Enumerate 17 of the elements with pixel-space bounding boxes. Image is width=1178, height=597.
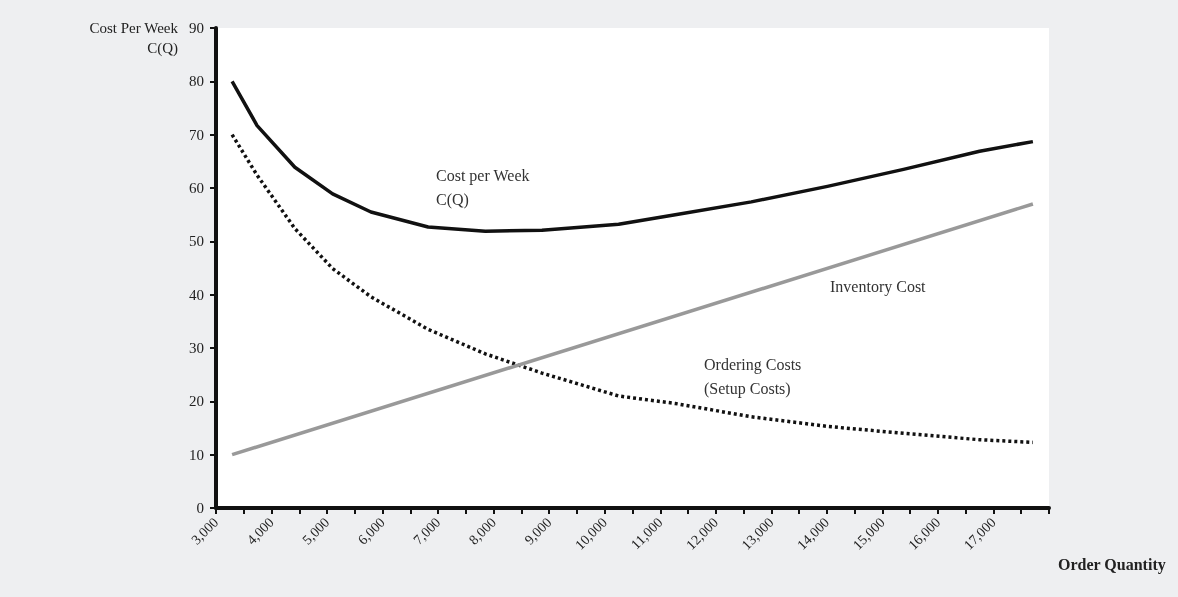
annotation: Inventory Cost [830,277,927,296]
line-series [230,79,1035,233]
x-axis-title: Order Quantity [1058,555,1166,574]
y-tick-label: 30 [189,340,204,356]
y-axis-title: Cost Per Week C(Q) [89,20,179,57]
y-tick-label: 10 [189,446,204,463]
line-series [230,132,1035,445]
y-tick-label: 70 [189,126,204,143]
y-tick-label: 40 [189,286,204,303]
y-tick-label: 50 [189,233,204,250]
y-tick-label: 90 [189,20,204,36]
y-tick-label: 20 [189,393,204,410]
y-tick-label: 80 [189,73,204,90]
annotation: Ordering Costs (Setup Costs) [704,355,802,398]
annotation: Cost per Week C(Q) [436,166,530,209]
y-tick-label: 0 [196,500,204,516]
y-tick-label: 60 [189,180,204,196]
